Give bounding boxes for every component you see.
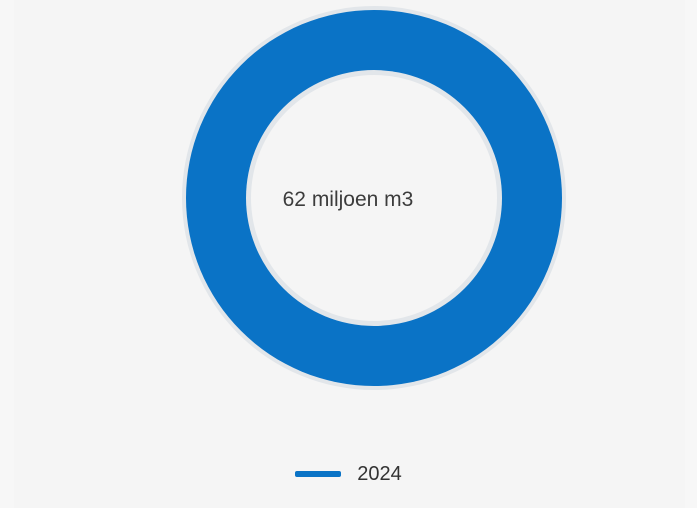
chart-legend: 2024 — [0, 460, 697, 488]
donut-center-label: 62 miljoen m3 — [282, 188, 414, 211]
legend-swatch-2024[interactable] — [295, 471, 342, 477]
donut-hole — [251, 75, 497, 321]
legend-label-2024[interactable]: 2024 — [357, 462, 402, 485]
